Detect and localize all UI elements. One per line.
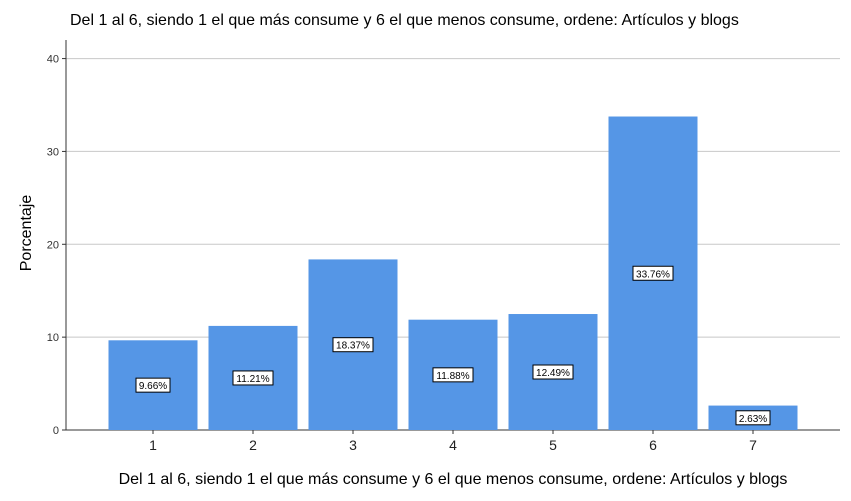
data-label-box — [632, 265, 674, 281]
y-tick-label: 40 — [47, 54, 59, 66]
x-tick-label: 7 — [749, 437, 757, 453]
gridlines — [66, 58, 840, 338]
data-label-7: 2.63% — [739, 414, 767, 425]
x-tick-label: 3 — [349, 437, 357, 453]
x-tick-label: 6 — [649, 437, 657, 453]
data-label-4: 11.88% — [436, 371, 469, 382]
data-label-box — [232, 370, 274, 386]
data-label-box — [735, 410, 771, 426]
chart-title: Del 1 al 6, siendo 1 el que más consume … — [70, 12, 739, 29]
x-tick-label: 5 — [549, 437, 557, 453]
data-label-box — [532, 364, 574, 380]
data-label-3: 18.37% — [336, 341, 370, 352]
y-tick-label: 0 — [53, 425, 59, 437]
data-label-box — [332, 337, 374, 353]
y-axis-title: Porcentaje — [18, 195, 35, 272]
y-tick-label: 30 — [47, 146, 59, 158]
x-tick-label: 1 — [149, 437, 157, 453]
data-label-2: 11.21% — [236, 374, 269, 385]
x-axis-title: Del 1 al 6, siendo 1 el que más consume … — [119, 471, 788, 488]
data-label-6: 33.76% — [636, 269, 670, 280]
data-labels: 9.66% 11.21% 18.37% 11.88% 12.49% 33.76% 2.63% — [135, 265, 771, 426]
data-label-1: 9.66% — [139, 381, 167, 392]
data-label-box — [135, 377, 171, 393]
bars — [108, 116, 798, 430]
x-tick-label: 2 — [249, 437, 257, 453]
data-label-5: 12.49% — [536, 368, 570, 379]
y-tick-label: 20 — [47, 239, 59, 251]
y-tick-label: 10 — [47, 332, 59, 344]
data-label-box — [432, 367, 474, 383]
x-tick-label: 4 — [449, 437, 457, 453]
